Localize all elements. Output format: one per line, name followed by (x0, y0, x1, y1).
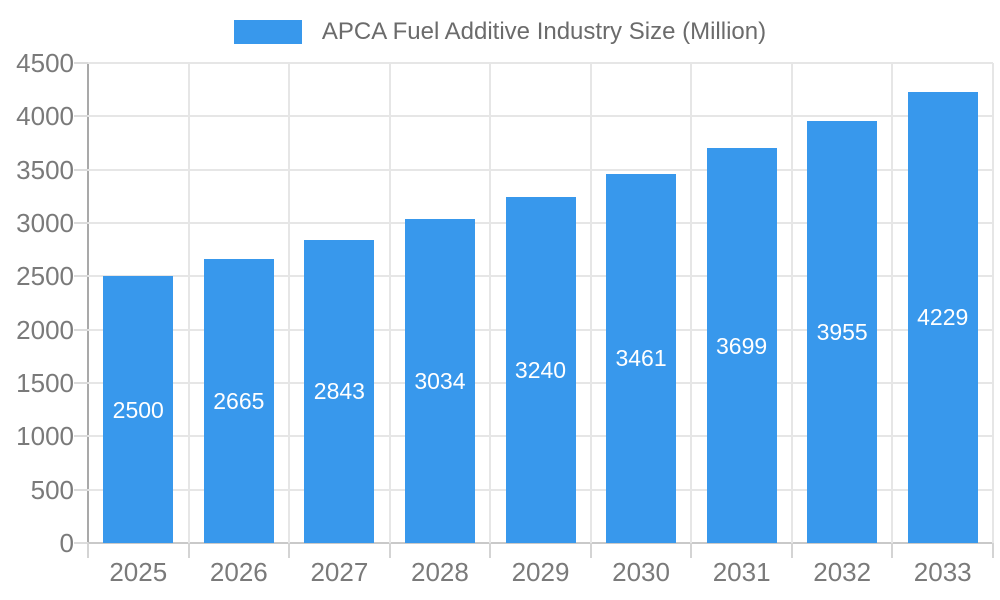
y-gridline (88, 62, 993, 64)
x-axis-tick-label: 2028 (411, 557, 469, 587)
x-axis-tick-label: 2029 (511, 557, 570, 587)
x-axis-tick-label: 2030 (612, 557, 670, 587)
legend-item[interactable]: APCA Fuel Additive Industry Size (Millio… (0, 14, 1000, 50)
y-axis-line (87, 63, 89, 543)
legend-swatch-icon (233, 20, 302, 44)
y-gridline (88, 115, 993, 118)
x-gridline (388, 63, 391, 543)
x-axis-tick-label: 2032 (813, 557, 872, 587)
x-gridline (187, 63, 190, 543)
x-axis-tick-label: 2026 (209, 557, 268, 587)
bar[interactable]: 2665 (203, 258, 274, 543)
x-axis-tick-label: 2027 (310, 557, 369, 587)
bar-value-label: 4229 (917, 304, 969, 331)
y-axis-tick (74, 435, 88, 438)
bar-value-label: 3461 (615, 345, 667, 372)
bar-value-label: 3955 (816, 319, 868, 346)
bar-value-label: 3034 (414, 368, 466, 395)
y-axis-tick-label: 1500 (16, 368, 74, 398)
y-axis-tick (74, 115, 88, 118)
bar[interactable]: 2843 (304, 239, 375, 543)
x-axis-tick (288, 543, 291, 558)
y-axis-tick (74, 382, 88, 384)
x-axis-tick-label: 2025 (109, 557, 168, 587)
x-gridline (589, 63, 592, 543)
x-axis-tick (489, 543, 492, 558)
y-axis-tick-label: 2500 (16, 261, 74, 292)
y-axis-tick (74, 275, 88, 278)
y-axis-tick-label: 0 (59, 528, 74, 558)
x-gridline (790, 63, 793, 543)
bar[interactable]: 3699 (706, 148, 777, 543)
x-gridline (288, 63, 291, 543)
x-axis-tick (589, 543, 592, 558)
y-axis-tick-label: 2000 (16, 314, 74, 345)
y-axis-tick-label: 3000 (16, 208, 74, 238)
bar-value-label: 3699 (716, 332, 768, 359)
x-axis-tick (690, 543, 693, 558)
bar-value-label: 3240 (514, 357, 567, 384)
x-axis-tick (388, 543, 391, 558)
y-axis-tick (74, 168, 88, 171)
bar[interactable]: 3461 (606, 173, 677, 543)
y-axis-tick-label: 4500 (16, 48, 74, 78)
x-axis-tick (87, 543, 89, 558)
x-gridline (489, 63, 492, 543)
bar-value-label: 2665 (213, 387, 265, 414)
x-gridline (891, 63, 894, 543)
y-axis-tick (74, 542, 88, 544)
x-axis-tick (992, 543, 994, 558)
bar[interactable]: 4229 (907, 91, 978, 543)
y-axis-tick (74, 222, 88, 224)
x-axis-tick (891, 543, 894, 558)
bar[interactable]: 3955 (807, 121, 878, 543)
x-axis-line (88, 542, 993, 544)
x-gridline (992, 63, 994, 543)
y-axis-tick (74, 488, 88, 491)
y-axis-tick (74, 62, 88, 64)
x-axis-tick (790, 543, 793, 558)
x-axis-tick (187, 543, 190, 558)
plot-area: 2500 2665 2843 3034 3240 3461 3699 3955 4229 (88, 62, 994, 543)
y-axis-tick (74, 328, 88, 331)
x-axis-tick-label: 2031 (712, 557, 771, 587)
x-axis-tick-label: 2033 (913, 557, 972, 587)
bar-value-label: 2500 (112, 396, 164, 423)
y-axis-tick-label: 1000 (16, 421, 74, 452)
y-axis-tick-label: 4000 (16, 101, 74, 132)
x-gridline (690, 63, 693, 543)
y-axis-tick-label: 3500 (16, 154, 74, 185)
bar[interactable]: 3034 (404, 219, 475, 543)
y-axis-tick-label: 500 (30, 474, 74, 505)
y-gridline (88, 168, 993, 171)
bar[interactable]: 3240 (505, 197, 576, 543)
bar-value-label: 2843 (313, 378, 365, 405)
legend-label: APCA Fuel Additive Industry Size (Millio… (321, 18, 767, 45)
bar[interactable]: 2500 (103, 276, 174, 543)
